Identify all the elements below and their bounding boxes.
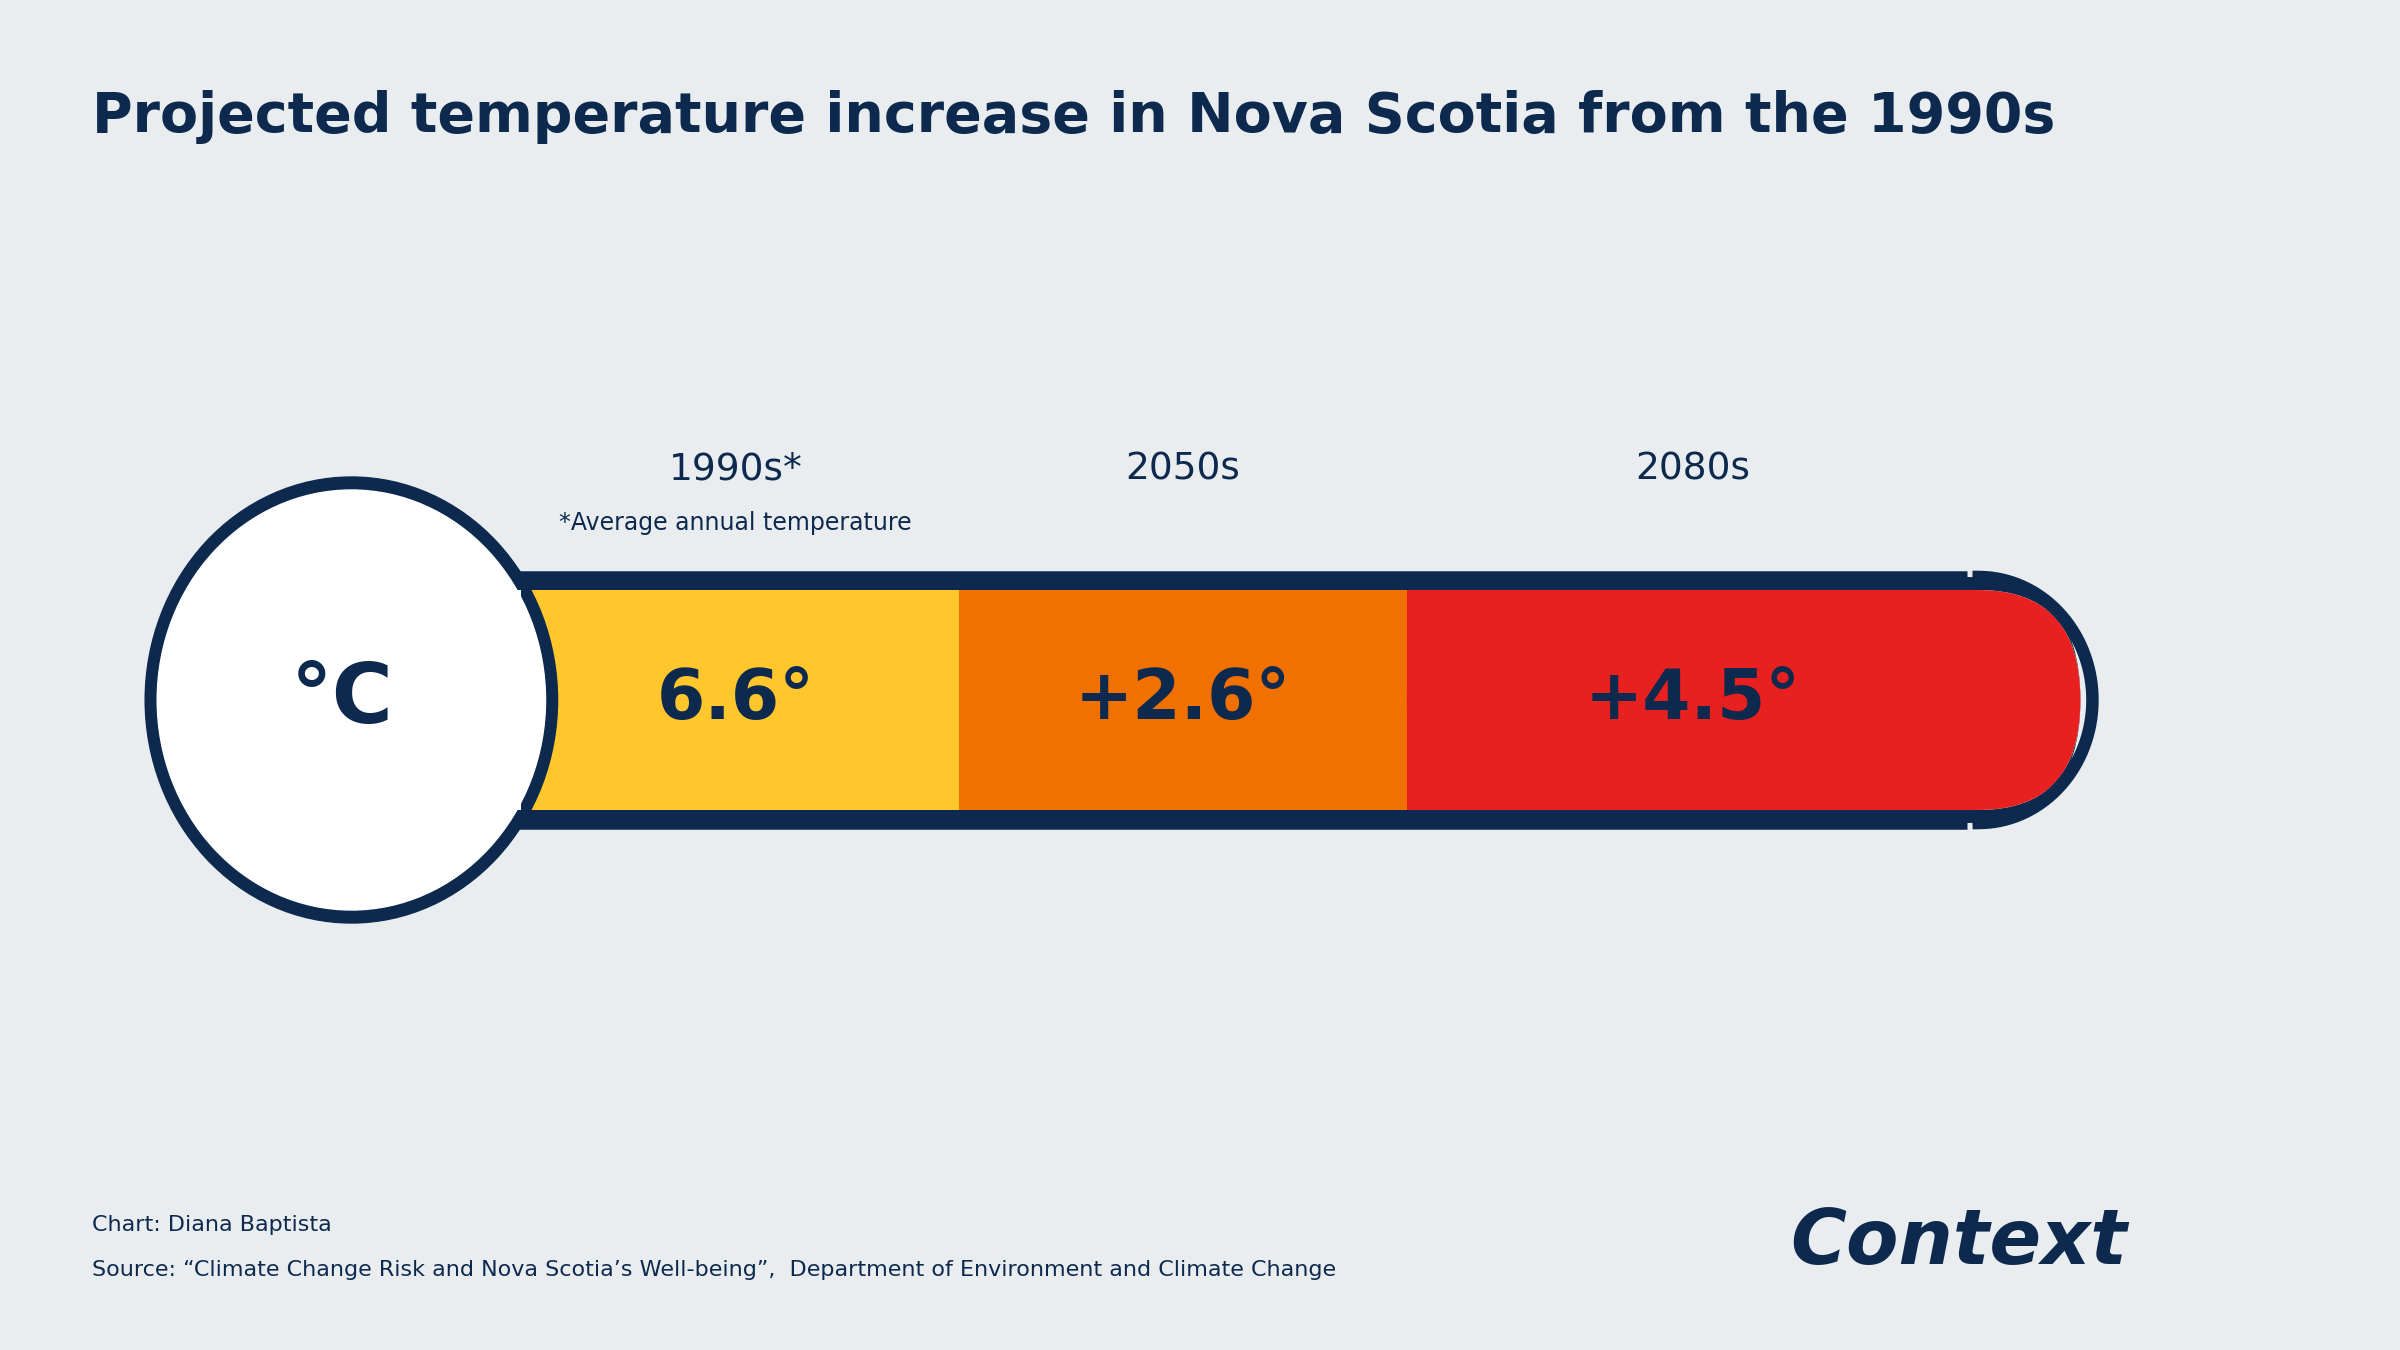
Text: Source: “Climate Change Risk and Nova Scotia’s Well-being”,  Department of Envir: Source: “Climate Change Risk and Nova Sc…	[94, 1260, 1337, 1280]
FancyBboxPatch shape	[319, 590, 521, 810]
FancyBboxPatch shape	[960, 590, 1409, 810]
Text: *Average annual temperature: *Average annual temperature	[559, 512, 912, 535]
Text: Chart: Diana Baptista: Chart: Diana Baptista	[94, 1215, 331, 1235]
Text: 2080s: 2080s	[1634, 451, 1750, 487]
Text: +2.6°: +2.6°	[1075, 667, 1291, 733]
FancyBboxPatch shape	[1406, 590, 2081, 810]
FancyBboxPatch shape	[346, 590, 2081, 810]
Circle shape	[156, 490, 545, 910]
Text: Projected temperature increase in Nova Scotia from the 1990s: Projected temperature increase in Nova S…	[94, 90, 2057, 144]
FancyBboxPatch shape	[1406, 590, 1517, 810]
Text: °C: °C	[290, 660, 394, 741]
Text: 1990s*: 1990s*	[670, 451, 802, 487]
Circle shape	[144, 477, 557, 923]
Text: 2050s: 2050s	[1126, 451, 1241, 487]
FancyBboxPatch shape	[346, 576, 2081, 823]
Text: Context: Context	[1790, 1206, 2126, 1280]
FancyBboxPatch shape	[511, 590, 962, 810]
Text: 6.6°: 6.6°	[658, 667, 814, 733]
Text: +4.5°: +4.5°	[1584, 667, 1800, 733]
